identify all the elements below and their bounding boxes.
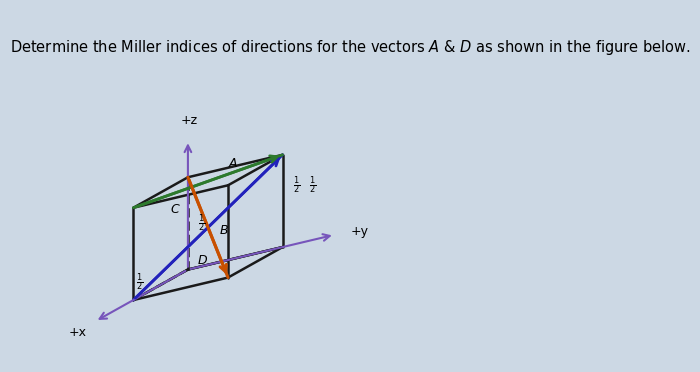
Text: +x: +x: [69, 326, 87, 339]
Text: D: D: [197, 254, 207, 267]
Text: A: A: [228, 157, 237, 170]
Text: +z: +z: [181, 113, 198, 126]
Text: $\frac{1}{2}$: $\frac{1}{2}$: [136, 272, 143, 293]
Text: +y: +y: [351, 225, 368, 238]
Text: $\frac{1}{2}$: $\frac{1}{2}$: [197, 212, 205, 234]
Text: $\frac{1}{2}$: $\frac{1}{2}$: [309, 174, 316, 196]
Text: B: B: [220, 224, 228, 237]
Text: C: C: [171, 203, 179, 216]
Text: Determine the Miller indices of directions for the vectors $\mathit{A}$ & $\math: Determine the Miller indices of directio…: [10, 38, 690, 57]
Text: $\frac{1}{2}$: $\frac{1}{2}$: [293, 174, 301, 196]
